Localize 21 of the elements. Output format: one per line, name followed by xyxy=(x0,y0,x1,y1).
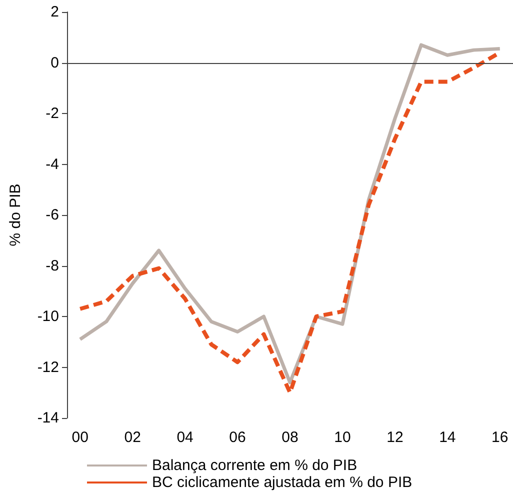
y-tick-label: -10 xyxy=(37,308,59,325)
x-tick-label: 08 xyxy=(282,429,298,446)
y-axis-title: % do PIB xyxy=(7,184,24,246)
x-tick-label: 14 xyxy=(439,429,456,446)
x-tick-label: 02 xyxy=(124,429,141,446)
y-tick-label: -8 xyxy=(46,257,59,274)
x-tick-label: 10 xyxy=(334,429,351,446)
x-tick-label: 16 xyxy=(492,429,508,446)
legend-label: Balança corrente em % do PIB xyxy=(152,457,358,474)
y-tick-label: -12 xyxy=(37,358,59,376)
x-tick-label: 00 xyxy=(72,429,88,446)
legend-label: BC ciclicamente ajustada em % do PIB xyxy=(152,474,412,491)
y-tick-label: -2 xyxy=(46,105,59,122)
y-tick-label: -6 xyxy=(46,206,59,224)
y-tick-label: 0 xyxy=(50,54,59,72)
y-tick-label: -4 xyxy=(46,156,59,173)
x-tick-label: 06 xyxy=(229,429,246,446)
x-tick-label: 12 xyxy=(386,429,404,446)
y-tick-label: -14 xyxy=(37,410,59,426)
y-tick-label: 2 xyxy=(50,4,59,20)
x-tick-label: 04 xyxy=(176,429,194,446)
